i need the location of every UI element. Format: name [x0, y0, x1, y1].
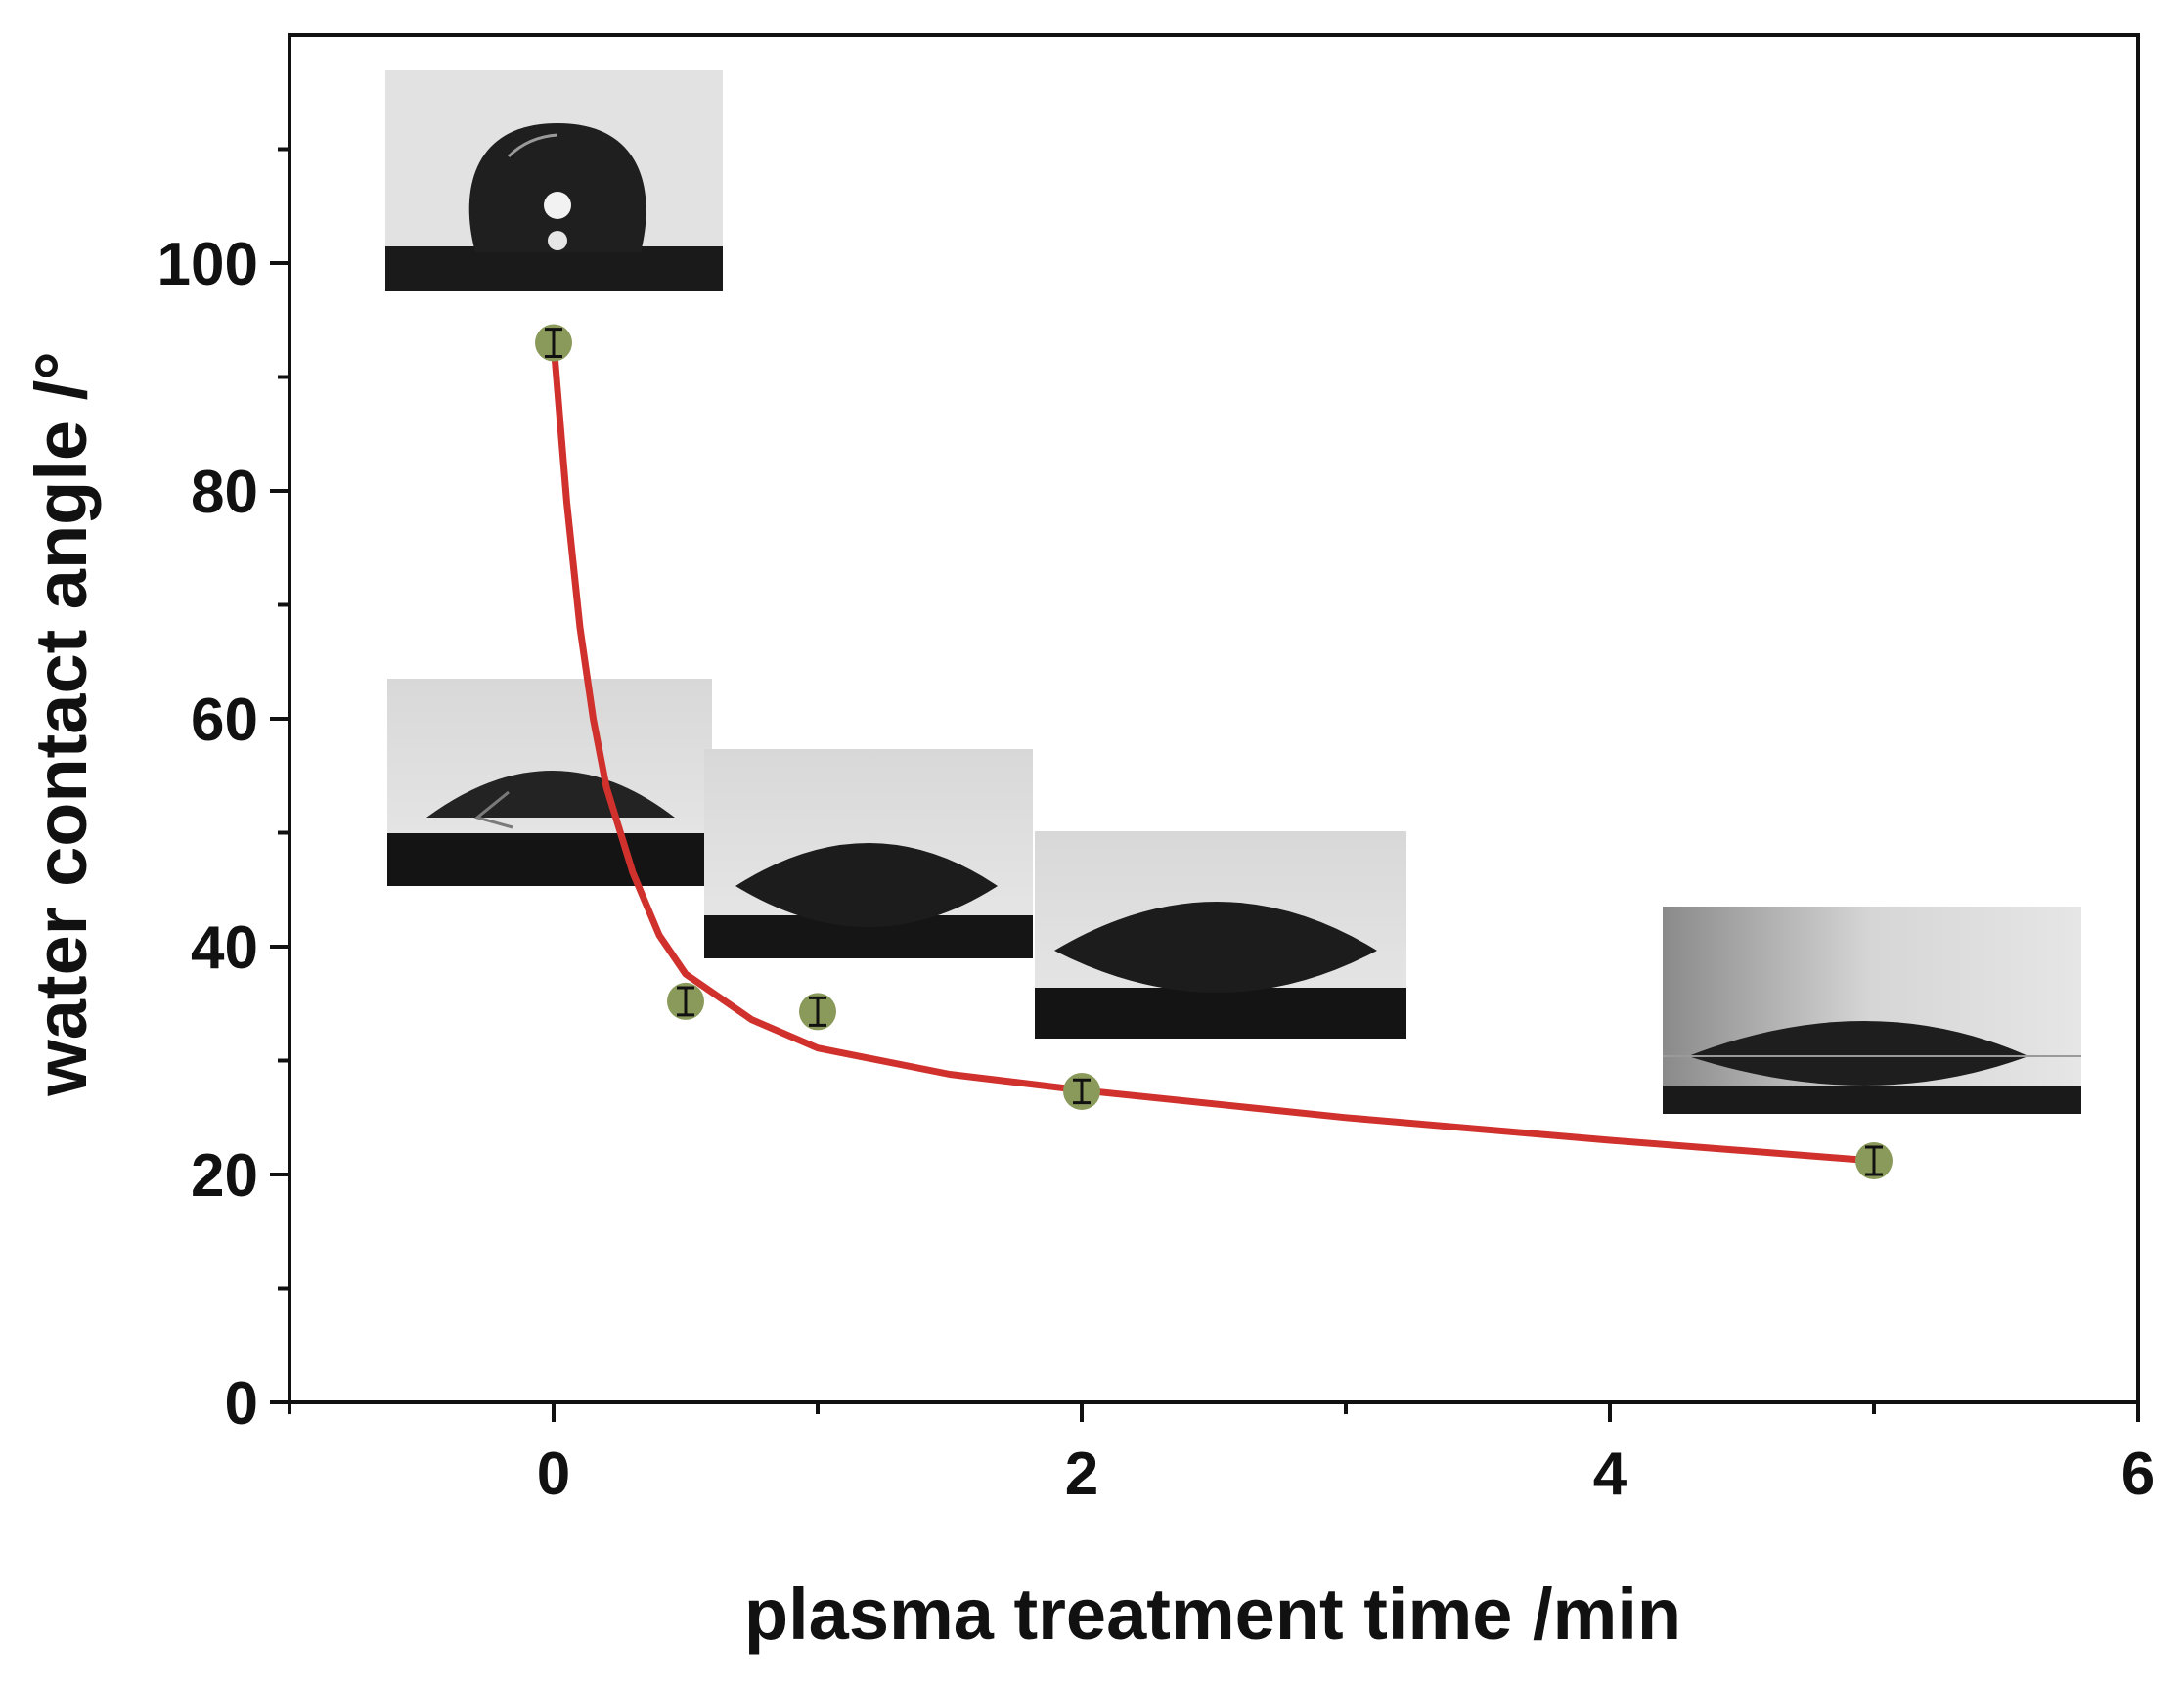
droplet-inset-1min	[704, 749, 1033, 958]
y-tick-label: 20	[191, 1142, 258, 1210]
x-axis-title: plasma treatment time /min	[744, 1573, 1681, 1655]
fit-curve-group	[550, 339, 1878, 1165]
droplet-inset-0.5min	[387, 679, 712, 886]
x-tick-label: 0	[537, 1440, 570, 1508]
x-tick-label: 6	[2121, 1440, 2155, 1508]
axis-ticks	[270, 147, 2140, 1422]
y-tick-label: 80	[191, 459, 258, 526]
x-tick-label: 2	[1065, 1440, 1098, 1508]
x-tick-label: 4	[1593, 1440, 1627, 1508]
y-tick-label: 60	[191, 687, 258, 754]
y-axis-title: water contact angle /°	[21, 351, 102, 1097]
y-tick-label: 100	[157, 231, 258, 298]
y-tick-label: 40	[191, 914, 258, 982]
y-tick-label: 0	[225, 1370, 258, 1438]
droplet-inset-0min	[385, 70, 723, 291]
data-points-group	[535, 324, 1893, 1180]
fit-curve	[550, 339, 1878, 1165]
droplet-inset-5min	[1663, 907, 2081, 1114]
droplet-inset-2min	[1035, 831, 1406, 1039]
